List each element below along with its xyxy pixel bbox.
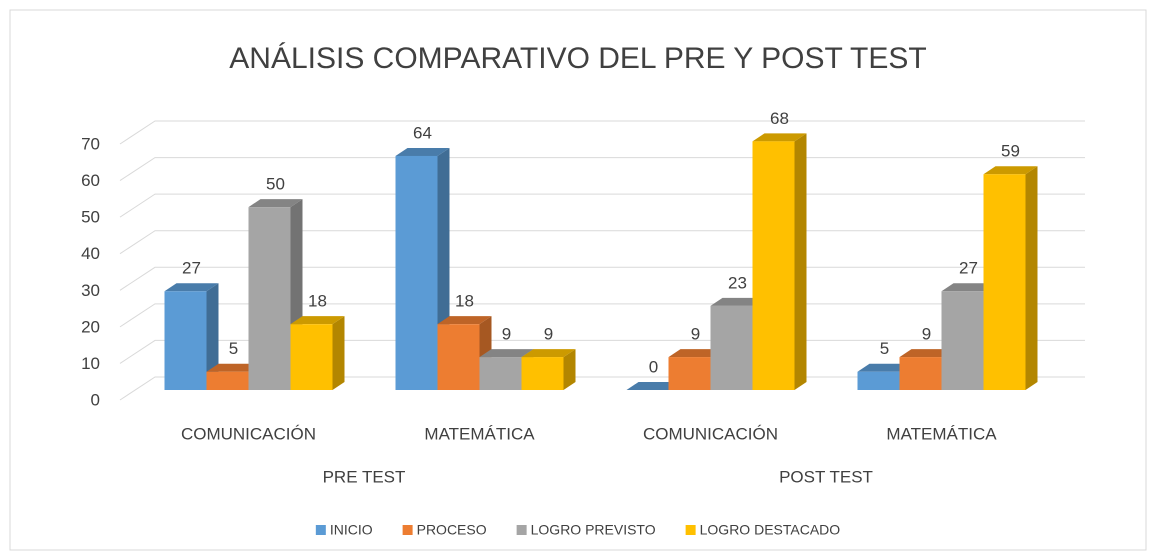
- bar-side: [332, 316, 345, 390]
- y-tick-label: 10: [81, 354, 100, 373]
- bar-front: [479, 357, 522, 390]
- data-label: 27: [182, 259, 201, 278]
- x-tick-label: MATEMÁTICA: [424, 424, 535, 443]
- bar: [752, 133, 807, 391]
- data-label: 5: [229, 339, 238, 358]
- bar-front: [983, 174, 1026, 390]
- data-label: 50: [266, 175, 285, 194]
- bar-side: [794, 133, 807, 391]
- data-label: 18: [308, 292, 327, 311]
- bar-top: [752, 133, 807, 142]
- data-label: 18: [455, 292, 474, 311]
- data-label: 59: [1001, 142, 1020, 161]
- bar-top: [521, 349, 576, 358]
- bar: [248, 199, 303, 390]
- x-tick-label: MATEMÁTICA: [886, 424, 997, 443]
- bar-side: [563, 349, 576, 390]
- bar-top: [983, 166, 1038, 175]
- bar-front: [290, 324, 333, 390]
- legend-swatch: [402, 525, 413, 535]
- data-label: 23: [728, 273, 747, 292]
- y-tick-label: 20: [81, 317, 100, 336]
- bar: [164, 283, 219, 390]
- legend-swatch: [685, 525, 696, 535]
- bar-top: [479, 349, 534, 358]
- bar-side: [1025, 166, 1038, 390]
- bar-side: [206, 283, 219, 390]
- y-tick-label: 40: [81, 244, 100, 263]
- chart-title: ANÁLISIS COMPARATIVO DEL PRE Y POST TEST: [229, 42, 926, 75]
- data-label: 0: [649, 357, 658, 376]
- legend-swatch: [315, 525, 326, 535]
- grid-line: [119, 120, 1085, 145]
- data-label: 5: [880, 339, 889, 358]
- x-tick-label: COMUNICACIÓN: [643, 424, 778, 443]
- chart-border: [9, 9, 1147, 551]
- group-label: PRE TEST: [323, 467, 406, 486]
- bar-top: [248, 199, 303, 208]
- legend-label: INICIO: [330, 522, 373, 538]
- bar-front: [941, 291, 984, 390]
- bar-top: [395, 147, 450, 156]
- bar-front: [857, 371, 900, 390]
- data-label: 9: [544, 325, 553, 344]
- y-tick-label: 30: [81, 281, 100, 300]
- bar-top: [290, 316, 345, 325]
- bar: [290, 316, 345, 390]
- data-label: 9: [922, 325, 931, 344]
- bar-top: [710, 297, 765, 306]
- y-tick-label: 50: [81, 208, 100, 227]
- bar-top: [164, 283, 219, 292]
- bar-top: [437, 316, 492, 325]
- y-tick-label: 60: [81, 171, 100, 190]
- x-tick-label: COMUNICACIÓN: [181, 424, 316, 443]
- group-label: POST TEST: [779, 467, 873, 486]
- bar-top: [899, 349, 954, 358]
- legend-label: LOGRO DESTACADO: [700, 522, 841, 538]
- data-label: 68: [770, 109, 789, 128]
- bar-front: [668, 357, 711, 390]
- bar: [983, 166, 1038, 390]
- bar-front: [395, 155, 438, 390]
- bar-top: [206, 363, 261, 372]
- bar-front: [521, 357, 564, 390]
- bar-front: [710, 305, 753, 390]
- legend-label: LOGRO PREVISTO: [531, 522, 656, 538]
- bar: [626, 382, 681, 390]
- bar-top: [857, 363, 912, 372]
- legend-swatch: [516, 525, 527, 535]
- bar-front: [899, 357, 942, 390]
- bar-front: [752, 141, 795, 390]
- data-label: 9: [691, 325, 700, 344]
- bar-top: [941, 283, 996, 292]
- bar-front: [437, 324, 480, 390]
- y-tick-label: 0: [91, 390, 100, 409]
- data-label: 27: [959, 259, 978, 278]
- bar-front: [248, 207, 291, 390]
- legend-label: PROCESO: [417, 522, 487, 538]
- bar: [521, 349, 576, 390]
- data-label: 64: [413, 123, 432, 142]
- bar-front: [206, 371, 249, 390]
- y-tick-label: 70: [81, 134, 100, 153]
- bar-top: [668, 349, 723, 358]
- data-label: 9: [502, 325, 511, 344]
- bar-top: [626, 382, 681, 390]
- bar-front: [164, 291, 207, 390]
